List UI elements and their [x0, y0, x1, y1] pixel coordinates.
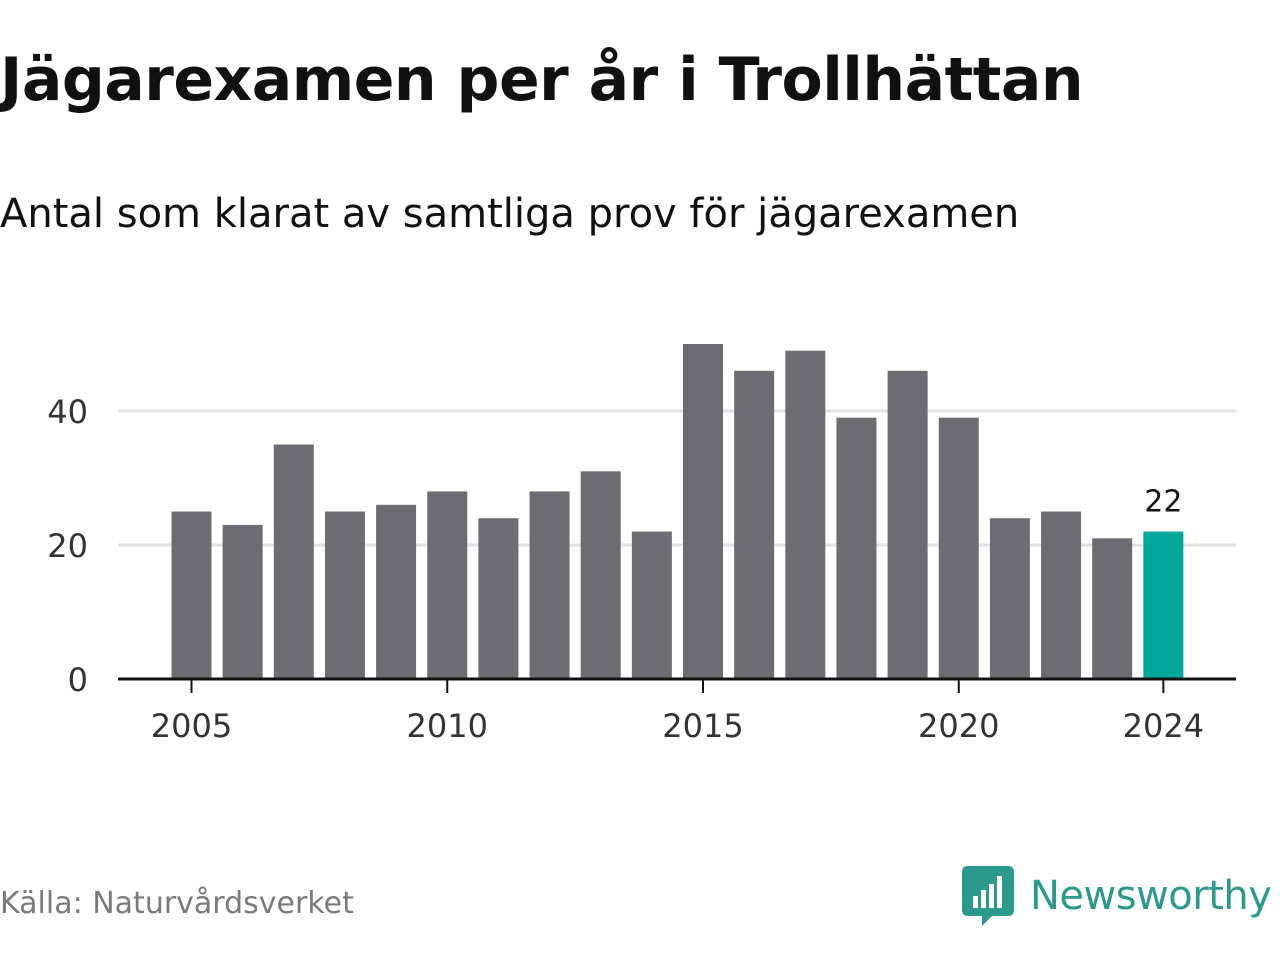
- x-tick-label-2015: 2015: [662, 707, 743, 745]
- bar-2017: [785, 350, 826, 679]
- bar-2006: [222, 524, 263, 679]
- bar-2018: [836, 417, 877, 679]
- brand-logo: Newsworthy: [962, 864, 1272, 928]
- bar-2015: [683, 344, 723, 679]
- bar-2007: [273, 444, 314, 679]
- bar-2008: [324, 511, 365, 679]
- bar-2009: [376, 504, 417, 679]
- newsworthy-logo-icon: [962, 866, 1014, 926]
- y-tick-label-40: 40: [47, 393, 88, 431]
- y-tick-label-0: 0: [68, 661, 88, 699]
- bar-2005: [171, 511, 212, 679]
- x-tick-label-2024: 2024: [1123, 707, 1204, 745]
- x-tick-label-2020: 2020: [918, 707, 999, 745]
- y-tick-label-20: 20: [47, 527, 88, 565]
- source-note: Källa: Naturvårdsverket: [0, 886, 354, 921]
- chart-subtitle: Antal som klarat av samtliga prov för jä…: [0, 191, 1020, 237]
- brand-name: Newsworthy: [1030, 873, 1272, 919]
- bar-2016: [734, 370, 775, 679]
- bar-2021: [989, 518, 1030, 679]
- data-label-2024: 22: [1144, 485, 1182, 520]
- bar-2013: [580, 471, 621, 679]
- bar-2014: [631, 531, 672, 679]
- x-tick-label-2005: 2005: [151, 707, 232, 745]
- chart-title: Jägarexamen per år i Trollhättan: [0, 45, 1084, 115]
- bar-2019: [887, 370, 928, 679]
- bar-2012: [529, 491, 570, 679]
- bar-2010: [427, 491, 468, 679]
- bar-2023: [1092, 538, 1133, 679]
- x-tick-label-2010: 2010: [407, 707, 488, 745]
- bar-2020: [938, 417, 979, 679]
- bar-2024: [1143, 531, 1184, 679]
- bar-2011: [478, 518, 519, 679]
- bar-2022: [1041, 511, 1082, 679]
